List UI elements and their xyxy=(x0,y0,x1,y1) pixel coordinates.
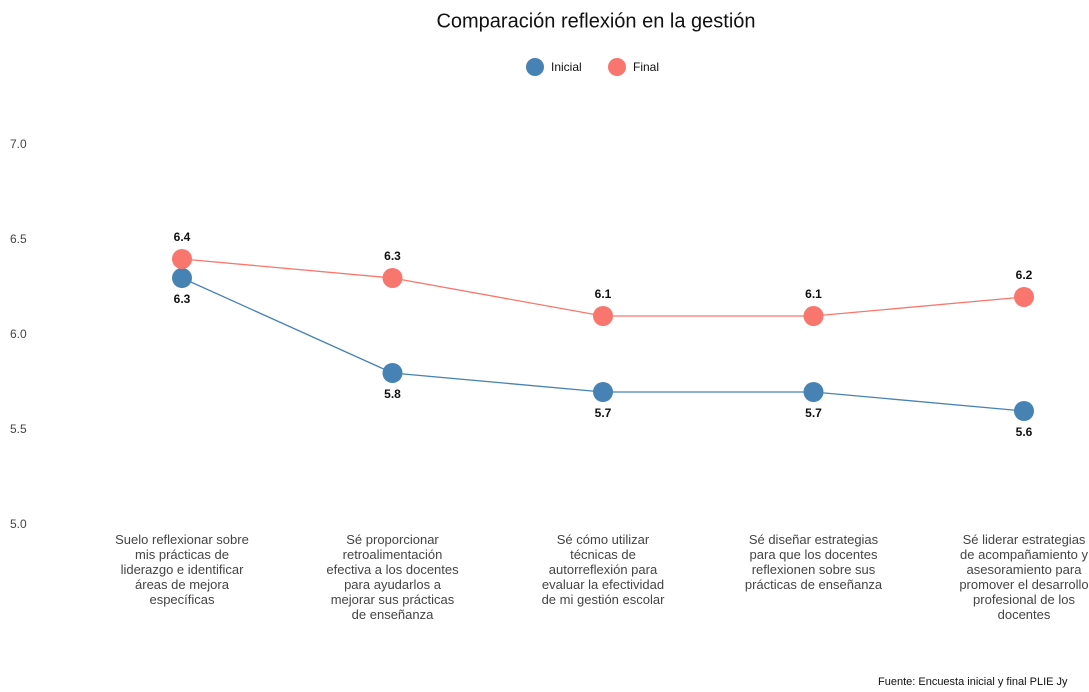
x-tick-label: Sé cómo utilizar técnicas de autorreflex… xyxy=(541,532,665,607)
y-tick-label: 6.5 xyxy=(10,232,27,246)
data-point xyxy=(382,363,403,383)
data-label: 6.3 xyxy=(174,292,191,306)
legend-label: Final xyxy=(633,60,659,74)
data-point xyxy=(172,268,192,288)
data-point xyxy=(803,382,824,402)
data-point xyxy=(593,382,613,402)
data-point xyxy=(1014,401,1034,421)
x-tick-label: Sé liderar estrategias de acompañamiento… xyxy=(959,532,1089,622)
y-tick-label: 5.5 xyxy=(10,422,27,436)
legend-marker xyxy=(608,58,626,76)
data-label: 6.4 xyxy=(174,230,191,244)
caption: Fuente: Encuesta inicial y final PLIE Jy xyxy=(878,676,1068,688)
data-label: 6.1 xyxy=(595,287,612,301)
chart-title: Comparación reflexión en la gestión xyxy=(436,10,755,32)
data-point xyxy=(1014,287,1034,307)
data-label: 6.2 xyxy=(1016,268,1033,282)
data-label: 6.3 xyxy=(384,249,401,263)
data-label: 5.7 xyxy=(805,406,822,420)
y-tick-label: 6.0 xyxy=(10,327,27,341)
x-tick-label: Sé proporcionar retroalimentación efecti… xyxy=(326,532,459,622)
data-point xyxy=(593,306,613,326)
x-tick-label: Suelo reflexionar sobre mis prácticas de… xyxy=(115,532,249,607)
data-label: 5.6 xyxy=(1016,425,1033,439)
data-label: 6.1 xyxy=(805,287,822,301)
data-point xyxy=(382,268,403,288)
data-point xyxy=(803,306,824,326)
data-label: 5.7 xyxy=(595,406,612,420)
data-point xyxy=(172,249,192,269)
legend-marker xyxy=(526,58,544,76)
legend-label: Inicial xyxy=(551,60,582,74)
data-label: 5.8 xyxy=(384,387,401,401)
x-tick-label: Sé diseñar estrategias para que los doce… xyxy=(744,532,883,592)
y-tick-label: 5.0 xyxy=(10,517,27,531)
y-tick-label: 7.0 xyxy=(10,137,27,151)
